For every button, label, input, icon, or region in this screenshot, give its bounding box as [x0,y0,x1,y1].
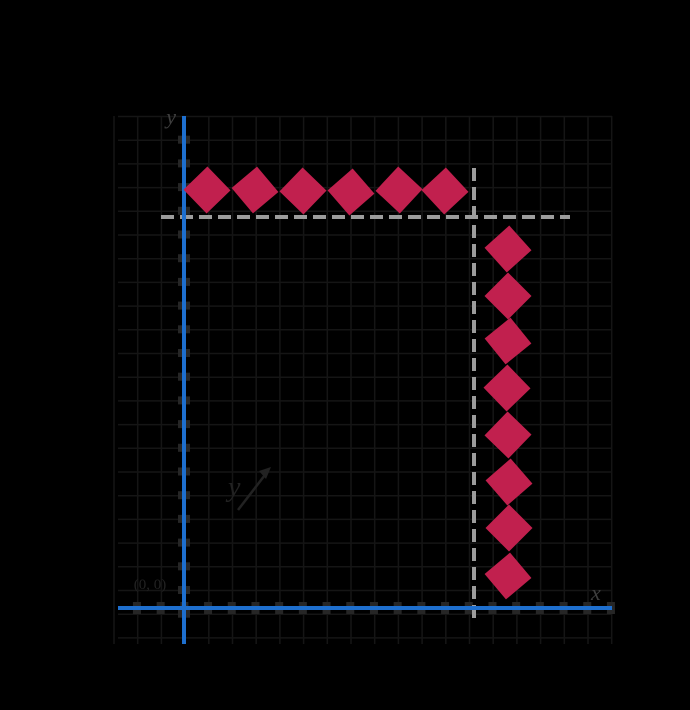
x-axis-label: x [590,580,601,605]
origin-label: (0, 0) [134,577,167,593]
annotation-label: y [225,472,241,503]
data-point-diamond [421,167,469,215]
data-point-diamond [484,411,532,459]
data-point-diamond [485,504,533,552]
data-point-diamond [327,168,375,216]
data-point-diamond [484,317,532,365]
data-point-diamond [484,272,532,320]
y-axis-label: y [164,104,176,129]
annotation-arrow-shaft [237,470,269,511]
data-point-diamond [484,552,532,600]
dashed-guide-lines [161,168,570,618]
data-point-diamond [279,167,327,215]
data-point-diamond [183,166,231,214]
grid-lines [113,115,613,644]
diamond-data-points [183,166,533,600]
data-point-diamond [483,364,531,412]
data-point-diamond [375,166,423,214]
axes [118,116,612,644]
data-point-diamond [484,225,532,273]
data-point-diamond [231,166,279,214]
annotation-arrow [237,467,271,511]
annotation-arrowhead [259,467,271,479]
data-point-diamond [485,458,533,506]
